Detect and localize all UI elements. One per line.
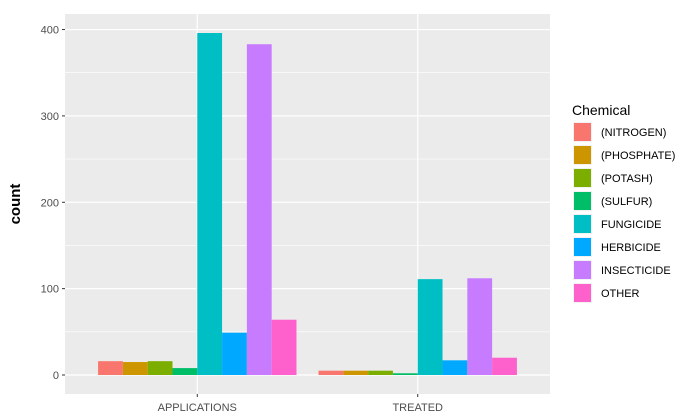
legend-label: (PHOSPHATE) (601, 150, 675, 162)
x-tick-label: APPLICATIONS (158, 402, 237, 414)
legend-title: Chemical (572, 102, 630, 118)
legend-key (574, 238, 591, 256)
y-tick-label: 200 (41, 197, 59, 209)
legend-label: OTHER (601, 288, 640, 300)
legend-key (574, 215, 591, 233)
x-tick-label: TREATED (392, 402, 443, 414)
bar (343, 370, 369, 375)
y-axis-title: count (7, 184, 24, 225)
legend-label: (SULFUR) (601, 196, 652, 208)
legend-key (574, 284, 591, 302)
legend-label: (NITROGEN) (601, 127, 666, 139)
bar (122, 362, 148, 375)
bar (172, 368, 198, 375)
bar (98, 361, 123, 375)
bar (467, 278, 493, 375)
legend-key (574, 146, 591, 164)
bar (197, 33, 223, 375)
bar (246, 44, 272, 376)
legend-items: (NITROGEN) (PHOSPHATE) (POTASH) (SULFUR) FUN… (573, 122, 675, 303)
bar (442, 360, 468, 375)
bar (492, 357, 517, 375)
bar (417, 279, 443, 375)
bar (368, 370, 393, 375)
y-tick-label: 0 (53, 370, 59, 382)
legend-key (574, 261, 591, 279)
legend-key (574, 169, 591, 187)
y-tick-label: 300 (41, 111, 59, 123)
legend-key (574, 192, 591, 210)
bar (392, 373, 418, 375)
legend-label: HERBICIDE (601, 242, 661, 254)
legend-label: FUNGICIDE (601, 219, 662, 231)
bar (271, 319, 297, 375)
y-tick-label: 100 (41, 284, 59, 296)
bar (222, 332, 247, 375)
bars (98, 33, 517, 376)
legend-label: INSECTICIDE (601, 265, 671, 277)
y-tick-label: 400 (41, 25, 59, 37)
legend: Chemical (NITROGEN) (PHOSPHATE) (POTASH) (S… (572, 102, 675, 303)
x-axis: APPLICATIONS TREATED (158, 394, 443, 414)
bar (147, 361, 173, 375)
bar (318, 370, 344, 375)
legend-key (574, 123, 591, 141)
legend-label: (POTASH) (601, 173, 653, 185)
y-axis: 0 100 200 300 400 (41, 25, 65, 382)
